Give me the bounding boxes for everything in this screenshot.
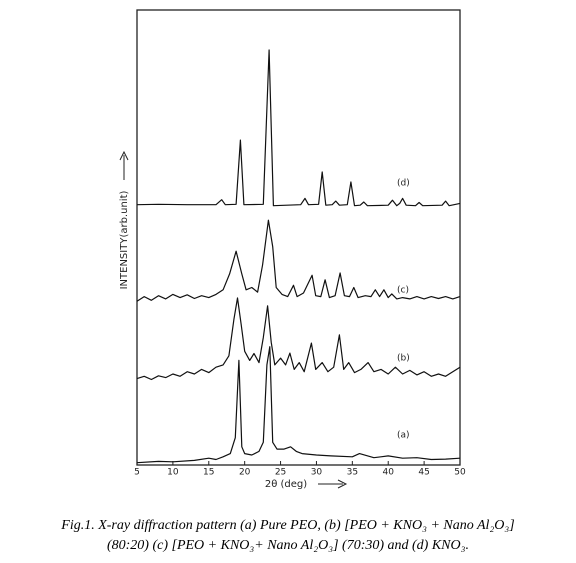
x-tick-label: 40 [382, 468, 394, 478]
x-tick-label: 35 [347, 468, 358, 478]
y-axis-label: INTENSITY(arb.unit) [119, 191, 130, 290]
series-label: (b) [397, 354, 410, 364]
xrd-pattern [136, 219, 461, 302]
xrd-pattern [136, 49, 461, 207]
xrd-pattern [136, 346, 461, 464]
x-arrow [318, 479, 348, 489]
x-tick-label: 5 [134, 468, 140, 478]
x-tick-label: 30 [311, 468, 323, 478]
xrd-pattern [136, 297, 461, 381]
caption-line: (80:20) (c) [PEO + KNO₃+ Nano Al₂O₃] (70… [107, 538, 469, 553]
x-tick-label: 20 [239, 468, 251, 478]
caption-line: Fig.1. X-ray diffraction pattern (a) Pur… [60, 518, 514, 533]
x-tick-label: 45 [418, 468, 429, 478]
x-tick-label: 15 [203, 468, 214, 478]
x-tick-label: 10 [167, 468, 179, 478]
x-tick-label: 50 [454, 468, 466, 478]
y-arrow [119, 150, 129, 180]
series-label: (a) [397, 431, 410, 441]
series-label: (d) [397, 179, 410, 189]
series-label: (c) [397, 286, 409, 296]
x-axis-label: 2θ (deg) [265, 479, 307, 490]
plot-frame [136, 9, 461, 466]
x-tick-label: 25 [275, 468, 286, 478]
